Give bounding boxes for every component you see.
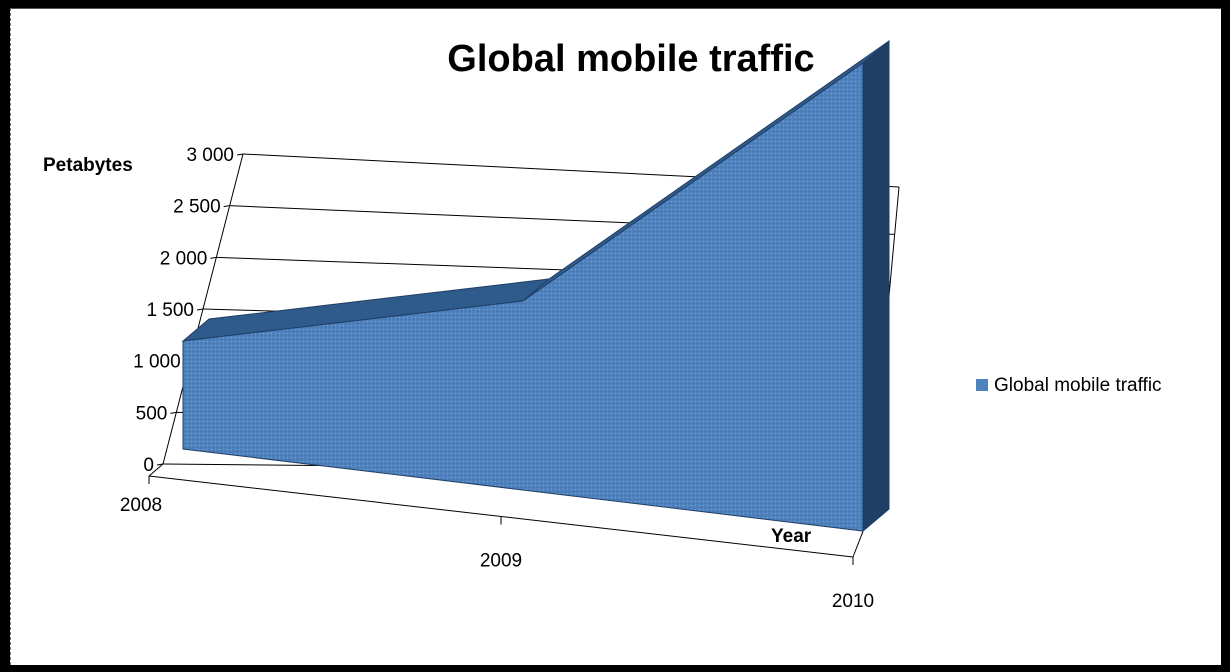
y-tick-label: 1 000 — [133, 352, 181, 373]
chart-area: 0 500 1 000 1 500 2 000 2 500 3 000 2008 2009 201… — [10, 8, 1221, 665]
y-tick-mark — [196, 308, 204, 311]
legend-swatch — [976, 379, 988, 391]
x-tick-label: 2010 — [832, 591, 874, 612]
y-tick-mark — [156, 463, 164, 466]
y-tick-label: 500 — [136, 403, 168, 424]
x-tick-label: 2009 — [480, 551, 522, 572]
y-tick-label: 2 000 — [160, 248, 208, 269]
labels: 0 500 1 000 1 500 2 000 2 500 3 000 2008 2009 201… — [120, 145, 874, 612]
floor-left-edge — [148, 463, 164, 477]
y-tick-mark — [170, 411, 177, 414]
y-tick-label: 1 500 — [146, 300, 194, 321]
legend-label: Global mobile traffic — [994, 375, 1162, 396]
y-tick-mark — [223, 205, 230, 208]
y-tick-label: 0 — [143, 455, 154, 476]
chart-title: Global mobile traffic — [447, 38, 814, 80]
y-tick-mark — [210, 256, 217, 259]
chart-svg: 0 500 1 000 1 500 2 000 2 500 3 000 2008 2009 201… — [43, 38, 1162, 612]
series-area-front-face — [182, 62, 864, 532]
x-axis-title: Year — [771, 526, 812, 547]
x-tick-label: 2008 — [120, 495, 162, 516]
legend: Global mobile traffic — [976, 375, 1162, 396]
y-tick-mark — [236, 153, 244, 156]
y-axis-title: Petabytes — [43, 155, 133, 176]
y-tick-label: 3 000 — [186, 145, 234, 166]
series-area-group — [181, 39, 890, 533]
series-area-side-face — [862, 39, 890, 533]
y-tick-label: 2 500 — [173, 197, 221, 218]
y-axis-line — [162, 153, 244, 465]
